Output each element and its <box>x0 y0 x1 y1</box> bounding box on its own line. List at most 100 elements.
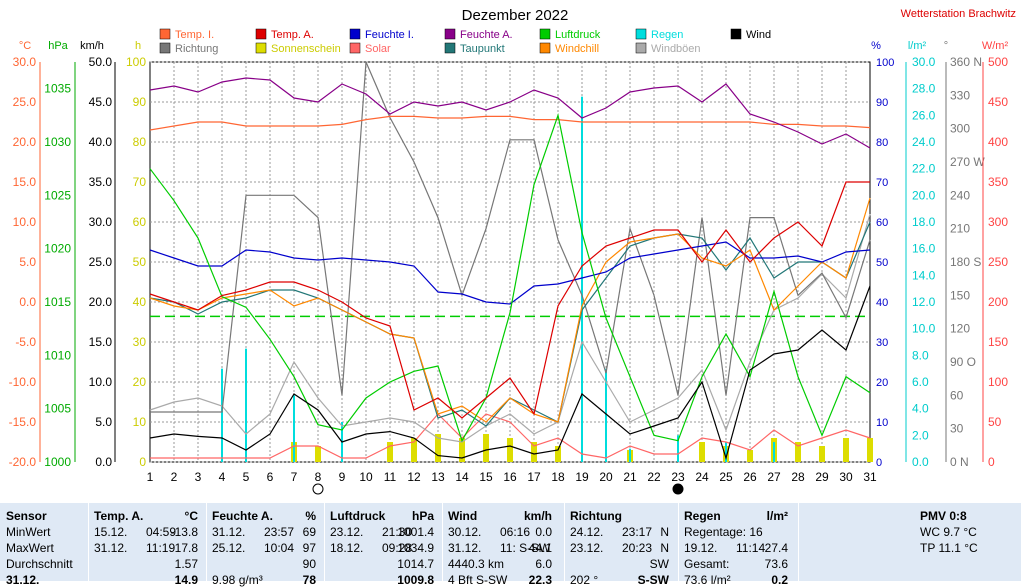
series-line-windchill <box>149 197 871 423</box>
axis-tick-wm2: 50 <box>988 415 1002 429</box>
legend-label: Richtung <box>175 43 218 55</box>
x-tick-label: 20 <box>599 470 613 484</box>
x-tick-label: 23 <box>671 470 685 484</box>
x-tick-label: 10 <box>359 470 373 484</box>
x-tick-label: 14 <box>455 470 469 484</box>
axis-tick-kmh: 50.0 <box>89 55 113 69</box>
axis-tick-h: 0 <box>139 455 146 469</box>
table-unit: hPa <box>411 509 434 523</box>
axis-tick-temp: -15.0 <box>9 415 37 429</box>
legend-label: Feuchte A. <box>460 29 513 41</box>
table-header: Richtung <box>570 509 622 523</box>
table-cell-value: 1034.9 <box>397 541 434 555</box>
sunshine-bar <box>555 446 561 462</box>
series-line-feuchte-i- <box>149 241 871 305</box>
x-tick-label: 18 <box>551 470 565 484</box>
table-separator <box>324 503 325 581</box>
sunshine-bar <box>507 438 513 462</box>
table-cell-time: 06:16 <box>500 525 531 539</box>
axis-tick-hpa: 1010 <box>44 348 71 362</box>
axis-tick-lm2: 8.0 <box>912 348 929 362</box>
axis-tick-lm2: 0.0 <box>912 455 929 469</box>
legend-swatch <box>349 42 361 54</box>
axis-tick-lm2: 12.0 <box>912 295 936 309</box>
table-cell-value: 14.9 <box>174 573 198 587</box>
table-cell-time: 11:14 <box>736 541 766 555</box>
axis-tick-temp: 30.0 <box>13 55 37 69</box>
series-line-temp-i- <box>149 115 871 131</box>
table-cell-value: SW <box>649 557 669 571</box>
table-cell-value: 6.0 <box>535 557 552 571</box>
table-cell-value: 0.0 <box>535 525 552 539</box>
series-line-richtung <box>150 61 871 413</box>
axis-tick-deg: 360 N <box>950 55 982 69</box>
table-row-label: 31.12. <box>6 573 40 587</box>
axis-tick-wm2: 0 <box>988 455 995 469</box>
x-tick-label: 2 <box>171 470 178 484</box>
x-tick-label: 7 <box>291 470 298 484</box>
x-tick-label: 27 <box>767 470 781 484</box>
axis-unit-temp: °C <box>19 40 31 52</box>
axis-tick-wm2: 300 <box>988 215 1008 229</box>
legend-label: Regen <box>651 29 683 41</box>
table-row-label: MinWert <box>6 525 51 539</box>
series-line-luftdruck <box>149 113 871 443</box>
axis-tick-pct: 100 <box>876 57 894 69</box>
x-tick-label: 21 <box>623 470 637 484</box>
axis-tick-h: 70 <box>133 175 147 189</box>
x-tick-label: 4 <box>219 470 226 484</box>
axis-tick-deg: 270 W <box>950 155 985 169</box>
sunshine-bar <box>819 446 825 462</box>
axis-unit-kmh: km/h <box>80 40 104 52</box>
axis-tick-deg: 330 <box>950 88 970 102</box>
axis-tick-wm2: 250 <box>988 255 1008 269</box>
table-cell-date: 31.12. <box>94 541 128 555</box>
x-tick-label: 17 <box>527 470 541 484</box>
x-tick-label: 8 <box>315 470 322 484</box>
axis-tick-deg: 120 <box>950 322 970 336</box>
table-header: Wind <box>448 509 478 523</box>
table-cell-date: 15.12. <box>94 525 128 539</box>
axis-unit-wm2: W/m² <box>982 40 1009 52</box>
axis-tick-lm2: 6.0 <box>912 375 929 389</box>
table-header: Temp. A. <box>94 509 144 523</box>
axis-tick-kmh: 30.0 <box>89 215 113 229</box>
table-cell-value: -13.8 <box>170 525 198 539</box>
axis-tick-temp: 15.0 <box>13 175 37 189</box>
table-cell-value: 1001.4 <box>397 525 434 539</box>
axis-tick-pct: 40 <box>876 297 888 309</box>
legend-label: Windchill <box>555 43 599 55</box>
table-cell-time: 23:57 <box>264 525 295 539</box>
table-cell-date: 31.12. <box>212 525 246 539</box>
x-tick-label: 3 <box>195 470 202 484</box>
axis-tick-h: 100 <box>126 55 146 69</box>
sunshine-bar <box>867 438 873 462</box>
axis-tick-pct: 50 <box>876 257 888 269</box>
table-cell-date: Regentage: 16 <box>684 525 763 539</box>
axis-tick-h: 30 <box>133 335 147 349</box>
table-cell-time: 11: S-SW <box>500 541 551 555</box>
axis-tick-deg: 60 <box>950 388 964 402</box>
axis-tick-deg: 180 S <box>950 255 981 269</box>
axis-tick-kmh: 45.0 <box>89 95 113 109</box>
sunshine-bar <box>747 450 753 462</box>
sunshine-bar <box>411 438 417 462</box>
axis-tick-temp: -5.0 <box>15 335 36 349</box>
x-tick-label: 22 <box>647 470 661 484</box>
axis-tick-hpa: 1015 <box>44 295 71 309</box>
axis-tick-pct: 0 <box>876 457 882 469</box>
table-cell-date: 4440.3 km <box>448 557 505 571</box>
legend-label: Windböen <box>651 43 701 55</box>
legend-label: Taupunkt <box>460 43 505 55</box>
legend-swatch <box>730 28 742 40</box>
table-cell-date: 30.12. <box>448 525 482 539</box>
table-row-label: Durchschnitt <box>6 557 73 571</box>
x-tick-label: 1 <box>147 470 154 484</box>
series-line-temp-a- <box>149 181 870 419</box>
axis-tick-wm2: 200 <box>988 295 1008 309</box>
x-tick-label: 25 <box>719 470 733 484</box>
legend-swatch <box>255 28 267 40</box>
table-cell-time: 23:17 <box>622 525 653 539</box>
x-tick-label: 16 <box>503 470 517 484</box>
legend-swatch <box>444 42 456 54</box>
